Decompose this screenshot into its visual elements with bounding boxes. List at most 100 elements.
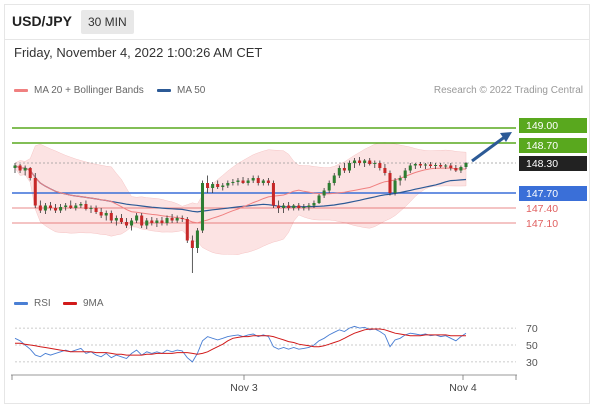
candle <box>99 212 103 216</box>
datetime-label: Friday, November 4, 2022 1:00:26 AM CET <box>14 45 263 60</box>
candle <box>251 178 255 181</box>
ma20-swatch <box>14 88 28 92</box>
rsi-tick-30: 30 <box>526 357 538 369</box>
legend-rsi: RSI <box>14 298 51 309</box>
candle <box>287 205 291 208</box>
candle <box>79 204 83 206</box>
candle <box>185 219 189 241</box>
level-tag-148.70 <box>519 138 587 153</box>
candle <box>180 218 184 219</box>
candle <box>140 215 144 226</box>
candle <box>160 220 164 223</box>
candle <box>236 180 240 182</box>
candle <box>231 182 235 183</box>
candle <box>332 175 336 183</box>
candle <box>155 220 159 223</box>
candle <box>200 183 205 231</box>
candle <box>38 205 42 211</box>
candle <box>221 185 225 187</box>
candle <box>54 208 58 211</box>
ma50-swatch <box>157 88 171 92</box>
level-label-147.40: 147.40 <box>526 203 558 215</box>
candle <box>145 220 149 226</box>
candle <box>347 163 351 171</box>
candle <box>165 218 169 223</box>
candle <box>352 160 357 163</box>
candle <box>408 165 412 171</box>
chart-frame <box>4 4 590 404</box>
candle <box>429 164 433 166</box>
forecast-arrow-head <box>500 132 512 142</box>
candle <box>297 205 301 208</box>
ma20-label: MA 20 + Bollinger Bands <box>34 85 144 96</box>
ma50-label: MA 50 <box>177 85 206 96</box>
legend-ma20: MA 20 + Bollinger Bands <box>14 85 144 96</box>
candle <box>124 222 129 226</box>
candle <box>423 164 427 166</box>
level-tag-147.70 <box>519 186 587 201</box>
candle <box>246 180 250 183</box>
candle <box>302 207 306 208</box>
candle <box>190 240 194 248</box>
candle <box>23 168 27 171</box>
candle <box>282 205 286 208</box>
x-tick-label: Nov 4 <box>449 382 477 394</box>
level-label-147.10: 147.10 <box>526 218 558 230</box>
candle <box>307 205 311 207</box>
candle <box>312 203 316 206</box>
candle <box>170 218 174 221</box>
candle <box>292 205 296 208</box>
level-label-149.00: 149.00 <box>526 120 558 132</box>
candle <box>276 205 281 208</box>
rsi-swatch <box>14 301 28 305</box>
candle <box>109 213 113 221</box>
candle <box>216 184 220 187</box>
symbol-label: USD/JPY <box>12 13 72 29</box>
candle <box>327 183 331 191</box>
candle <box>342 168 346 171</box>
candle <box>439 165 443 167</box>
legend-9ma: 9MA <box>63 298 104 309</box>
rsi-line <box>14 325 467 363</box>
candle <box>119 218 123 222</box>
candle <box>403 170 407 178</box>
candle <box>33 178 37 206</box>
candle <box>459 167 463 171</box>
candle <box>266 180 270 183</box>
candle <box>464 163 468 167</box>
candle <box>449 165 453 168</box>
timeframe-button[interactable]: 30 MIN <box>81 10 134 34</box>
candle <box>211 184 215 188</box>
candle <box>317 195 321 203</box>
candle <box>373 163 377 164</box>
candle <box>28 168 32 178</box>
credit-label: Research © 2022 Trading Central <box>433 85 583 96</box>
candle <box>18 165 22 171</box>
candle <box>418 164 422 166</box>
candle <box>84 204 88 209</box>
candle <box>434 165 438 166</box>
candle <box>69 205 73 208</box>
candle <box>206 183 210 188</box>
candle <box>104 213 108 216</box>
candle <box>64 205 68 207</box>
candle <box>444 165 448 167</box>
candle <box>135 215 139 221</box>
candle <box>195 230 199 248</box>
candle <box>337 168 341 176</box>
candle <box>48 205 52 208</box>
candle <box>383 168 387 173</box>
candle <box>130 220 134 226</box>
candle <box>378 163 382 168</box>
candle <box>398 178 402 181</box>
forecast-arrow <box>471 134 507 163</box>
candle <box>261 180 265 183</box>
candle <box>322 190 326 196</box>
level-tag-148.30 <box>519 156 587 171</box>
candle <box>256 178 260 183</box>
candle <box>393 180 397 193</box>
rsi-9ma-line <box>15 328 466 356</box>
candle <box>241 180 245 183</box>
rsi-tick-50: 50 <box>526 340 538 352</box>
